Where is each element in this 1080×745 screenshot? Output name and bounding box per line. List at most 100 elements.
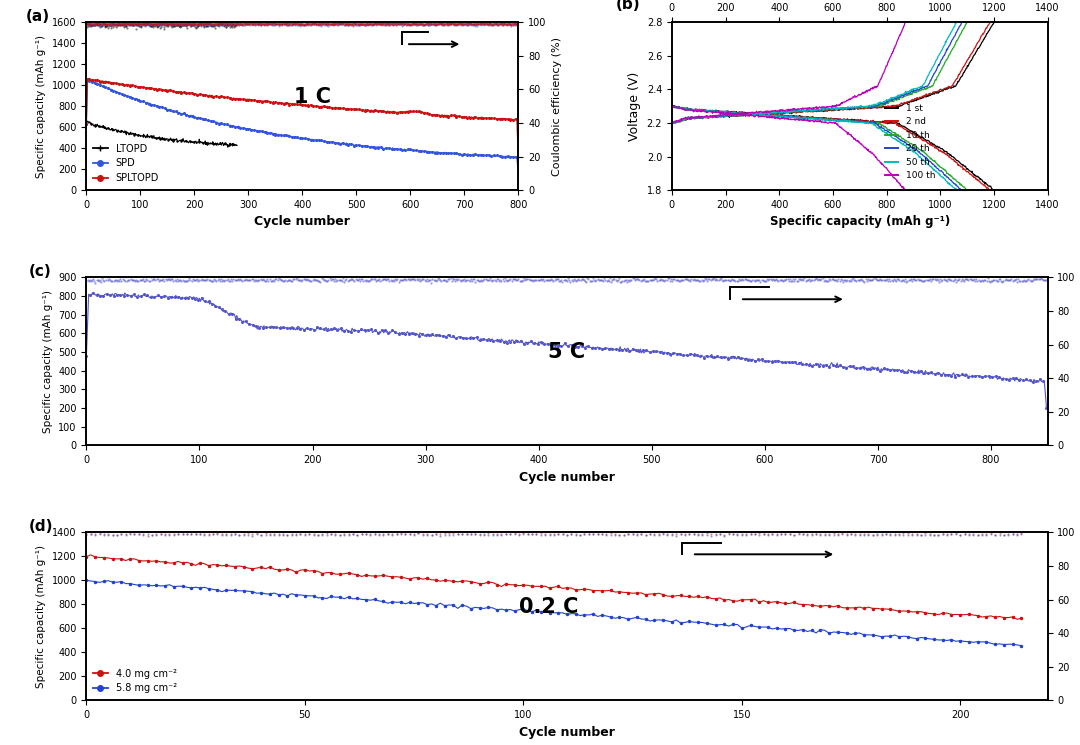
Point bbox=[727, 275, 744, 287]
Point bbox=[309, 529, 326, 541]
Point bbox=[357, 275, 375, 287]
Point bbox=[204, 275, 221, 287]
Point bbox=[338, 18, 355, 30]
Point bbox=[595, 275, 612, 287]
Point bbox=[669, 274, 686, 286]
Point bbox=[945, 273, 962, 285]
Point bbox=[616, 529, 633, 541]
Point bbox=[572, 274, 590, 286]
Point bbox=[314, 18, 332, 30]
Point bbox=[550, 528, 567, 540]
Point bbox=[180, 272, 198, 284]
Point bbox=[219, 17, 237, 29]
Point bbox=[760, 273, 778, 285]
Point bbox=[680, 528, 698, 540]
Point bbox=[748, 274, 766, 286]
Point bbox=[87, 18, 105, 30]
Point bbox=[783, 275, 800, 287]
Point bbox=[98, 18, 116, 30]
Point bbox=[724, 273, 741, 285]
Point bbox=[265, 17, 282, 29]
Point bbox=[495, 19, 512, 31]
Point bbox=[445, 273, 462, 285]
Point bbox=[200, 528, 217, 540]
Point bbox=[85, 18, 103, 30]
Point bbox=[106, 17, 123, 29]
Point bbox=[343, 17, 361, 29]
Point bbox=[873, 529, 890, 541]
Point bbox=[291, 18, 308, 30]
Point bbox=[888, 275, 905, 287]
Y-axis label: Voltage (V): Voltage (V) bbox=[629, 72, 642, 141]
Point bbox=[705, 273, 723, 285]
Point bbox=[481, 274, 498, 286]
Point bbox=[296, 19, 313, 31]
Point bbox=[94, 19, 111, 31]
Point bbox=[475, 528, 492, 540]
Point bbox=[476, 273, 494, 285]
Point bbox=[964, 528, 982, 540]
Point bbox=[218, 19, 235, 31]
Point bbox=[558, 529, 576, 541]
Point bbox=[187, 274, 204, 286]
Point bbox=[144, 529, 161, 541]
Point bbox=[261, 528, 279, 540]
Point bbox=[146, 18, 163, 30]
Point bbox=[300, 16, 318, 28]
Point bbox=[190, 18, 207, 30]
Point bbox=[505, 18, 523, 30]
Point bbox=[730, 273, 747, 285]
Point bbox=[224, 21, 241, 33]
Point bbox=[516, 273, 534, 285]
Point bbox=[100, 18, 118, 30]
Point bbox=[279, 274, 296, 286]
Point bbox=[914, 275, 931, 287]
Point bbox=[257, 17, 274, 29]
Point bbox=[291, 19, 308, 31]
Point bbox=[806, 273, 823, 285]
Point bbox=[319, 19, 336, 31]
Point bbox=[454, 18, 471, 30]
Point bbox=[750, 274, 767, 286]
Point bbox=[902, 273, 919, 285]
Point bbox=[131, 19, 148, 31]
Point bbox=[360, 19, 377, 31]
Text: (a): (a) bbox=[26, 9, 50, 24]
Point bbox=[288, 19, 306, 31]
Point bbox=[279, 19, 296, 31]
Point bbox=[428, 17, 445, 29]
Point bbox=[349, 18, 366, 30]
Point bbox=[376, 18, 393, 30]
Point bbox=[951, 275, 969, 287]
Point bbox=[336, 19, 353, 31]
Point bbox=[704, 273, 721, 285]
Point bbox=[262, 19, 280, 31]
Point bbox=[427, 18, 444, 30]
Point bbox=[661, 275, 678, 287]
Point bbox=[482, 17, 499, 29]
Point bbox=[388, 274, 405, 286]
Point bbox=[276, 18, 294, 30]
Point bbox=[389, 19, 406, 31]
Point bbox=[360, 18, 377, 30]
Point bbox=[135, 18, 152, 30]
Point bbox=[428, 17, 445, 29]
Point bbox=[339, 19, 356, 31]
Point bbox=[168, 273, 186, 285]
Point bbox=[151, 18, 168, 30]
Point bbox=[700, 273, 717, 285]
Point bbox=[283, 17, 300, 29]
Point bbox=[381, 275, 399, 287]
Point bbox=[428, 19, 445, 31]
Point bbox=[447, 18, 464, 30]
Point bbox=[436, 18, 454, 30]
Point bbox=[129, 16, 146, 28]
Point bbox=[135, 275, 152, 287]
Point bbox=[751, 274, 768, 286]
Point bbox=[472, 17, 489, 29]
Point bbox=[390, 18, 407, 30]
Point bbox=[549, 273, 566, 285]
Point bbox=[104, 529, 121, 541]
Point bbox=[272, 274, 289, 286]
Point bbox=[441, 273, 458, 285]
